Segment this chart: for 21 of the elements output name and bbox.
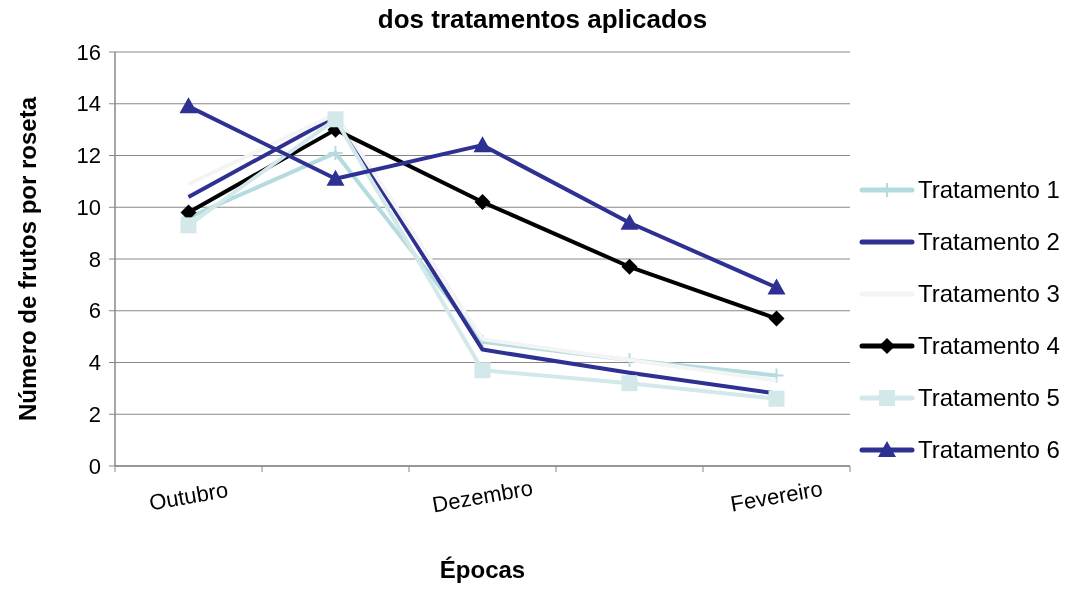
y-tick-label: 2	[88, 401, 101, 427]
y-tick-label: 6	[88, 298, 101, 324]
legend-label: Tratamento 4	[918, 332, 1060, 360]
y-tick-label: 14	[76, 91, 101, 117]
x-tick-label: Outubro	[147, 476, 230, 516]
y-tick-label: 8	[88, 246, 101, 272]
y-tick-label: 0	[88, 453, 101, 479]
legend-label: Tratamento 6	[918, 436, 1060, 464]
x-tick-label: Dezembro	[430, 475, 535, 518]
y-axis-title: Número de frutos por roseta	[14, 96, 41, 422]
y-tick-label: 16	[76, 39, 101, 65]
y-tick-label: 10	[76, 194, 101, 220]
legend-label: Tratamento 2	[918, 228, 1060, 256]
y-tick-label: 12	[76, 143, 101, 169]
x-tick-label: Fevereiro	[728, 475, 825, 517]
chart-title: dos tratamentos aplicados	[377, 4, 708, 34]
x-axis-title: Épocas	[439, 556, 526, 583]
y-tick-label: 4	[88, 350, 101, 376]
legend-label: Tratamento 5	[918, 384, 1060, 412]
legend-label: Tratamento 1	[918, 176, 1060, 204]
legend-label: Tratamento 3	[918, 280, 1060, 308]
